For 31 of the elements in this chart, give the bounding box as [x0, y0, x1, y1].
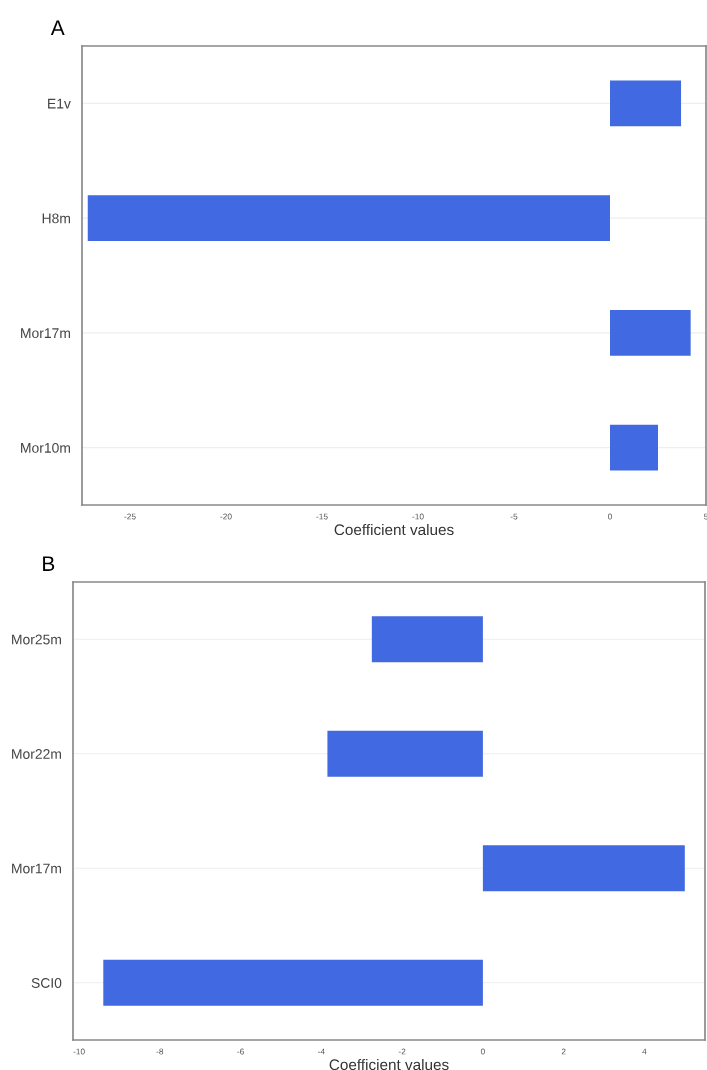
x-tick-label: -6 [237, 1048, 244, 1055]
x-tick-label: -5 [510, 513, 518, 520]
bar [610, 424, 658, 471]
x-tick-label: -10 [73, 1048, 85, 1055]
x-tick-label: -25 [124, 513, 136, 520]
chart-title: B [43, 556, 55, 571]
x-axis-title: Coefficient values [334, 523, 454, 536]
chart-title: A [50, 20, 65, 35]
y-tick-label: E1v [48, 98, 71, 109]
x-tick-label: -4 [318, 1048, 325, 1055]
y-tick-label: Mor17m [12, 863, 61, 874]
x-tick-label: -10 [412, 513, 424, 520]
bar [610, 309, 691, 356]
x-tick-label: 2 [561, 1048, 566, 1055]
x-tick-label: -2 [398, 1048, 406, 1055]
y-tick-label: SCI0 [31, 978, 62, 988]
bar [87, 195, 610, 242]
x-axis-title: Coefficient values [329, 1058, 449, 1070]
y-tick-label: Mor17m [21, 328, 70, 339]
x-tick-label: 0 [608, 513, 612, 520]
y-tick-label: Mor22m [12, 749, 61, 759]
x-tick-label: -20 [220, 513, 232, 520]
x-tick-label: -15 [316, 513, 328, 520]
y-tick-label: H8m [42, 213, 70, 224]
x-tick-label: 5 [704, 513, 707, 520]
x-tick-label: 4 [642, 1048, 647, 1055]
x-tick-label: 0 [480, 1048, 485, 1055]
y-tick-label: Mor10m [21, 442, 70, 453]
y-tick-label: Mor25m [12, 634, 61, 645]
x-tick-label: -8 [156, 1048, 164, 1055]
bar [610, 80, 682, 127]
